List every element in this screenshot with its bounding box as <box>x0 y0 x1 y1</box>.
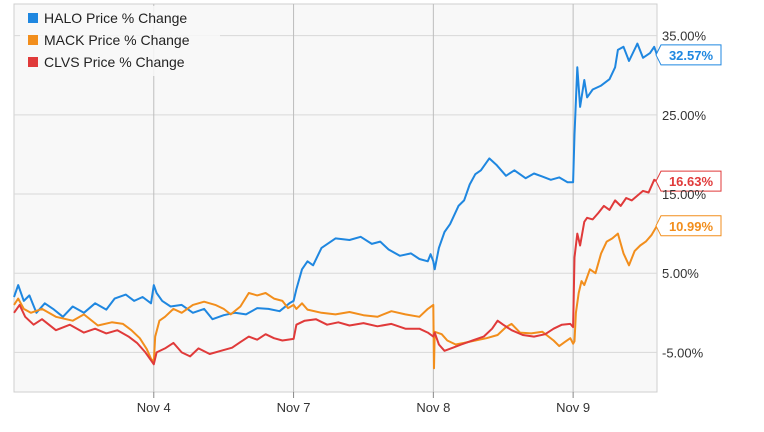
series-line-0 <box>13 42 658 321</box>
end-label-text: 16.63% <box>669 174 714 189</box>
series-line-1 <box>13 225 658 370</box>
series-line-2 <box>13 178 658 366</box>
legend-swatch <box>28 57 38 67</box>
y-tick-label: 35.00% <box>662 29 707 44</box>
legend-entry: CLVS Price % Change <box>44 54 185 70</box>
legend-swatch <box>28 35 38 45</box>
y-axis: -5.00% 5.00% 15.00% 25.00% 35.00% <box>662 29 707 361</box>
end-value-label: 32.57% <box>655 44 722 66</box>
legend: HALO Price % Change MACK Price % Change CL… <box>20 6 220 76</box>
x-tick-label: Nov 4 <box>137 400 171 415</box>
x-tick-label: Nov 9 <box>556 400 590 415</box>
y-tick-label: 5.00% <box>662 266 699 281</box>
end-label-text: 32.57% <box>669 48 714 63</box>
y-tick-label: 15.00% <box>662 187 707 202</box>
end-value-label: 16.63% <box>655 170 722 192</box>
legend-swatch <box>28 13 38 23</box>
end-labels: 32.57% 10.99% 16.63% <box>655 44 722 237</box>
y-tick-label: -5.00% <box>662 345 704 360</box>
end-label-text: 10.99% <box>669 219 714 234</box>
end-label-box <box>655 215 722 237</box>
x-tick-label: Nov 8 <box>416 400 450 415</box>
x-axis: Nov 4 Nov 7 Nov 8 Nov 9 <box>137 392 590 415</box>
y-tick-label: 25.00% <box>662 108 707 123</box>
end-value-label: 10.99% <box>655 215 722 237</box>
end-label-box <box>655 44 722 66</box>
series-lines <box>13 42 658 370</box>
legend-entry: MACK Price % Change <box>44 32 190 48</box>
end-label-box <box>655 170 722 192</box>
legend-entry: HALO Price % Change <box>44 10 187 26</box>
legend-box <box>20 6 220 76</box>
x-tick-label: Nov 7 <box>277 400 311 415</box>
